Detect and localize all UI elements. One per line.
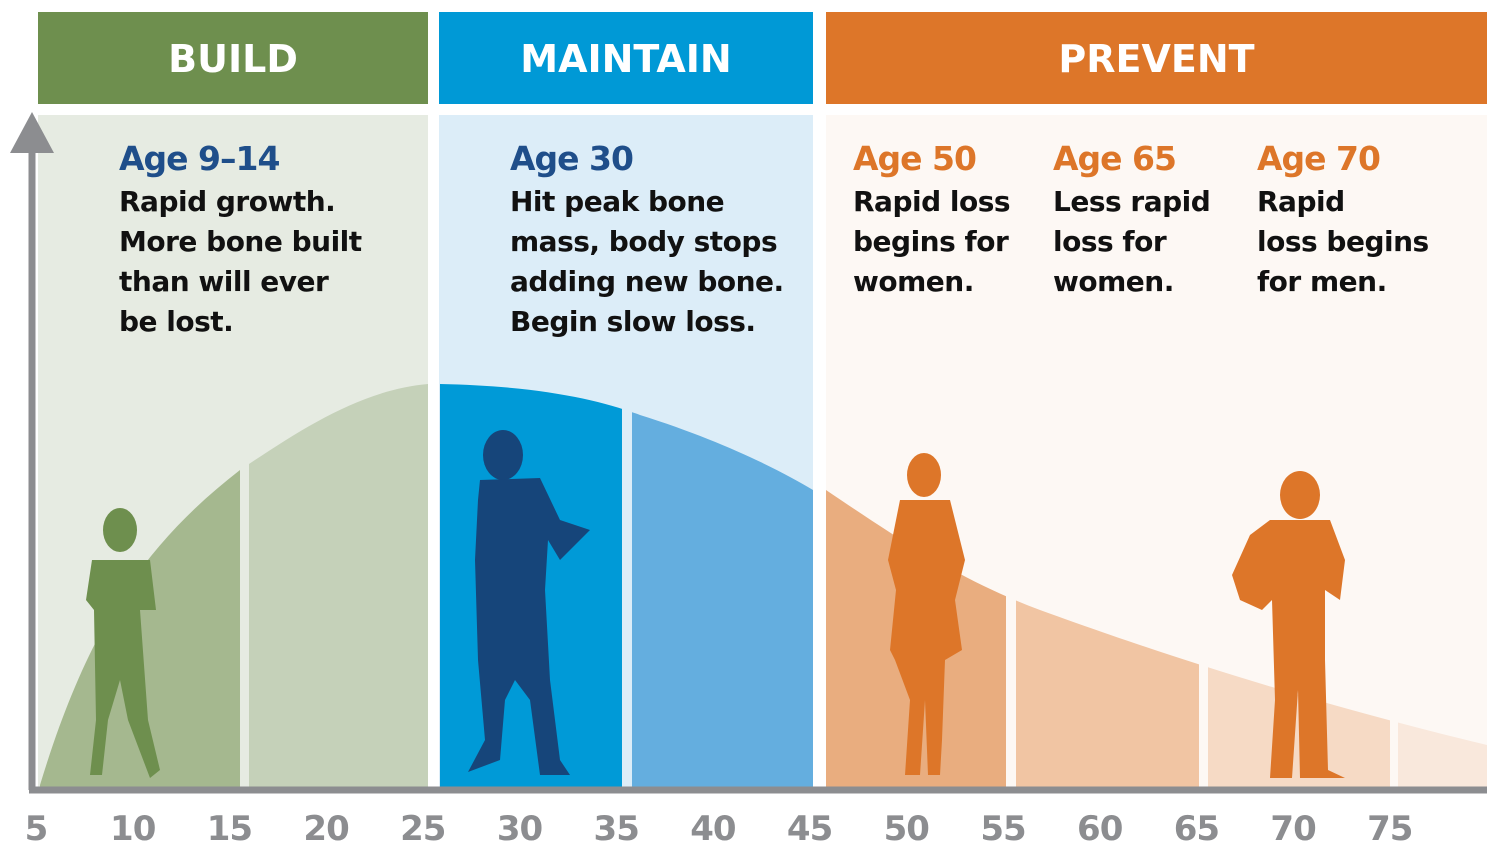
x-tick-label: 30 <box>497 809 543 844</box>
note-title: Age 50 <box>853 139 976 178</box>
note-line: women. <box>853 265 974 298</box>
note-line: mass, body stops <box>510 225 777 258</box>
x-tick-label: 25 <box>400 809 445 844</box>
x-tick-label: 70 <box>1270 809 1316 844</box>
note-line: begins for <box>853 225 1009 258</box>
phase-label: MAINTAIN <box>520 37 732 81</box>
note-title: Age 70 <box>1257 139 1380 178</box>
note-line: Hit peak bone <box>510 185 724 218</box>
infographic: BUILD MAINTAIN PREVENT Age 9–14 Rapid growth… <box>0 0 1494 844</box>
x-tick-label: 45 <box>787 809 832 844</box>
x-tick-label: 50 <box>884 809 930 844</box>
note-line: Rapid growth. <box>119 185 335 218</box>
note-line: loss for <box>1053 225 1167 258</box>
note-title: Age 65 <box>1053 139 1176 178</box>
phase-label: PREVENT <box>1058 37 1254 81</box>
x-tick-label: 65 <box>1174 809 1219 844</box>
note-line: for men. <box>1257 265 1387 298</box>
note-title: Age 30 <box>510 139 633 178</box>
note-line: Rapid loss <box>853 185 1010 218</box>
note-title: Age 9–14 <box>119 139 279 178</box>
note-line: adding new bone. <box>510 265 784 298</box>
phase-label: BUILD <box>168 37 298 81</box>
x-tick-label: 40 <box>690 809 736 844</box>
note-line: Less rapid <box>1053 185 1210 218</box>
x-tick-label: 60 <box>1077 809 1123 844</box>
x-tick-label: 20 <box>303 809 349 844</box>
x-tick-label: 5 <box>25 809 48 844</box>
note-line: loss begins <box>1257 225 1429 258</box>
note-line: be lost. <box>119 305 233 338</box>
x-tick-label: 10 <box>110 809 156 844</box>
x-tick-label: 55 <box>980 809 1025 844</box>
note-line: Rapid <box>1257 185 1345 218</box>
note-line: More bone built <box>119 225 362 258</box>
note-line: Begin slow loss. <box>510 305 756 338</box>
x-tick-label: 35 <box>594 809 639 844</box>
x-tick-label: 75 <box>1367 809 1412 844</box>
note-line: than will ever <box>119 265 329 298</box>
x-tick-label: 15 <box>207 809 252 844</box>
note-line: women. <box>1053 265 1174 298</box>
